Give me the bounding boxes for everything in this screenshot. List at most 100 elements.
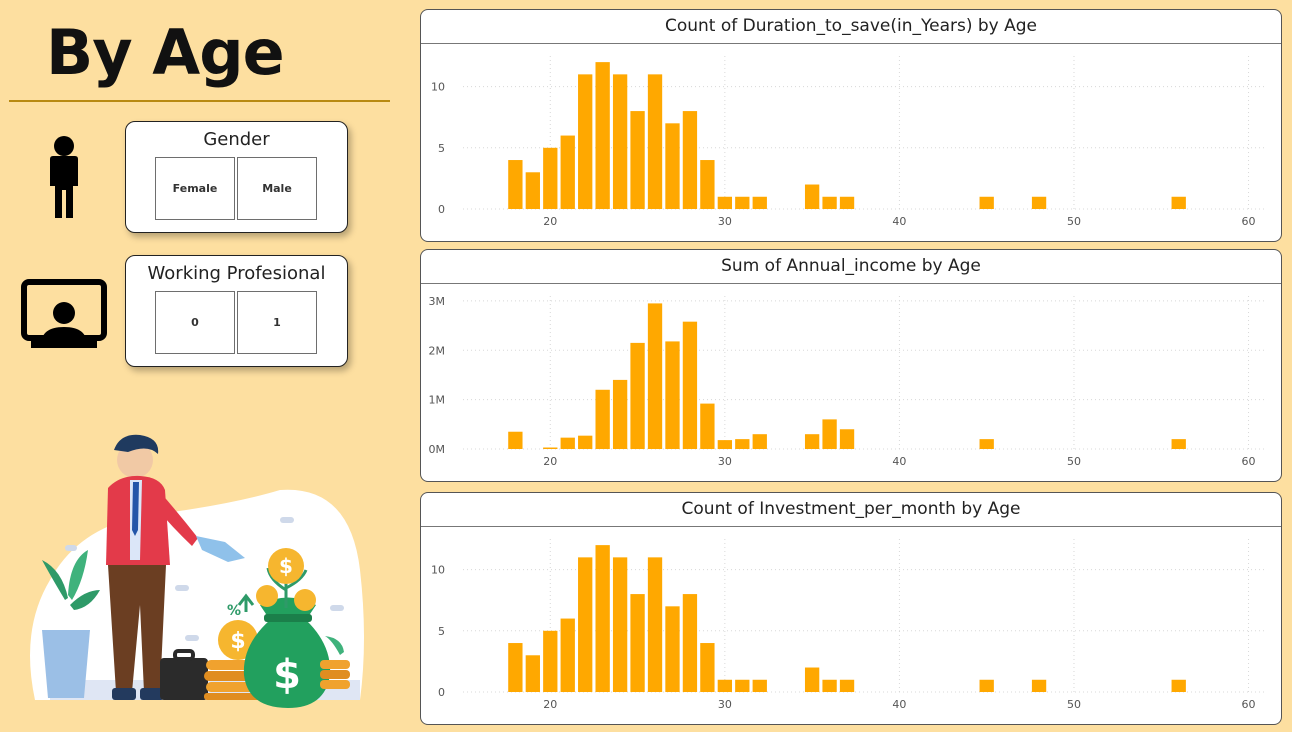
bar <box>822 679 837 692</box>
x-tick-label: 50 <box>1067 215 1081 228</box>
bar <box>700 160 715 209</box>
bar <box>1171 196 1186 209</box>
bar <box>839 429 855 449</box>
working-option-0[interactable]: 0 <box>155 291 235 354</box>
x-tick-label: 40 <box>892 698 906 711</box>
investment-illustration: $ $ $ % <box>30 434 364 708</box>
person-icon <box>50 136 78 218</box>
y-tick-label: 3M <box>429 295 446 308</box>
bar <box>735 196 750 209</box>
chart-card-investment[interactable]: Count of Investment_per_month by Age 0 5 1… <box>420 492 1282 725</box>
bar <box>735 439 750 449</box>
bar <box>717 440 733 449</box>
bar <box>647 557 663 692</box>
y-tick-label: 10 <box>431 81 445 94</box>
y-tick-label: 5 <box>438 142 445 155</box>
bar <box>578 74 593 209</box>
gender-slicer[interactable]: Gender Female Male <box>125 121 348 233</box>
title-divider <box>9 100 390 102</box>
bar <box>595 62 610 210</box>
chart-income-by-age: 0M 1M 2M 3M 20 30 40 50 60 <box>429 295 1266 468</box>
bar <box>700 403 715 449</box>
x-tick-label: 60 <box>1242 215 1256 228</box>
bar <box>560 437 575 449</box>
bar <box>979 679 994 692</box>
bar <box>717 196 733 209</box>
bar <box>508 643 523 692</box>
x-tick-label: 50 <box>1067 698 1081 711</box>
x-tick-label: 60 <box>1242 455 1256 468</box>
bar <box>822 196 837 209</box>
y-tick-label: 1M <box>429 394 446 407</box>
svg-text:$: $ <box>279 554 293 578</box>
bar <box>682 594 698 692</box>
chart-card-duration[interactable]: Count of Duration_to_save(in_Years) by A… <box>420 9 1282 242</box>
bar <box>804 667 820 692</box>
bar <box>979 196 994 209</box>
svg-text:%: % <box>227 603 241 619</box>
chart-duration-by-age: 0 5 10 20 30 40 50 60 <box>431 56 1266 228</box>
page-title: By Age <box>46 16 285 89</box>
bar <box>665 341 680 449</box>
bar <box>525 655 540 692</box>
bar <box>630 594 645 692</box>
x-tick-label: 20 <box>543 698 557 711</box>
x-tick-label: 40 <box>892 215 906 228</box>
y-tick-label: 0 <box>438 203 445 216</box>
x-tick-label: 30 <box>718 698 732 711</box>
bar <box>612 557 628 692</box>
bar <box>543 447 558 449</box>
x-tick-label: 40 <box>892 455 906 468</box>
bar <box>612 74 628 209</box>
bar <box>508 160 523 209</box>
x-tick-label: 30 <box>718 455 732 468</box>
bar <box>839 196 855 209</box>
chart-investment-by-age: 0 5 10 20 30 40 50 60 <box>431 539 1266 711</box>
bar <box>560 618 575 692</box>
y-tick-label: 0M <box>429 443 446 456</box>
bar <box>630 111 645 209</box>
x-tick-label: 20 <box>543 455 557 468</box>
gender-slicer-title: Gender <box>203 129 270 150</box>
working-professional-slicer[interactable]: Working Profesional 0 1 <box>125 255 348 367</box>
bar <box>804 434 820 449</box>
bar <box>560 135 575 209</box>
bar <box>682 111 698 209</box>
chart-title: Sum of Annual_income by Age <box>421 250 1281 284</box>
chart-card-income[interactable]: Sum of Annual_income by Age 0M 1M 2M 3M 20 30… <box>420 249 1282 482</box>
x-tick-label: 20 <box>543 215 557 228</box>
bar <box>1031 679 1047 692</box>
bar <box>630 342 645 449</box>
working-option-1[interactable]: 1 <box>237 291 317 354</box>
bar <box>595 389 610 449</box>
bar <box>752 196 767 209</box>
bar <box>682 321 698 449</box>
working-slicer-title: Working Profesional <box>147 263 326 284</box>
bar <box>822 419 837 449</box>
bar <box>647 303 663 449</box>
bar <box>525 172 540 209</box>
y-tick-label: 2M <box>429 344 446 357</box>
chart-title: Count of Duration_to_save(in_Years) by A… <box>421 10 1281 44</box>
x-tick-label: 30 <box>718 215 732 228</box>
x-tick-label: 50 <box>1067 455 1081 468</box>
bar <box>752 679 767 692</box>
bar <box>804 184 820 209</box>
bar <box>665 606 680 692</box>
y-tick-label: 0 <box>438 686 445 699</box>
gender-option-female[interactable]: Female <box>155 157 235 220</box>
x-tick-label: 60 <box>1242 698 1256 711</box>
y-tick-label: 5 <box>438 625 445 638</box>
bar <box>1171 679 1186 692</box>
bar <box>647 74 663 209</box>
bar <box>595 545 610 692</box>
gender-option-male[interactable]: Male <box>237 157 317 220</box>
bar <box>665 123 680 209</box>
bar <box>612 379 628 449</box>
y-tick-label: 10 <box>431 564 445 577</box>
bar <box>839 679 855 692</box>
bar <box>578 435 593 449</box>
bar <box>700 643 715 692</box>
bar <box>578 557 593 692</box>
bar <box>1171 439 1186 449</box>
